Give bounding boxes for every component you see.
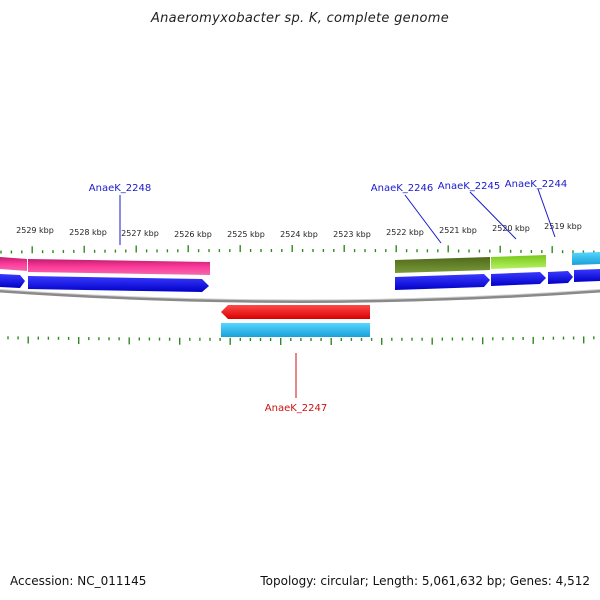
gene-anaek-2247: [221, 323, 370, 337]
label-anaek-2244: AnaeK_2244: [505, 179, 567, 190]
scale-label: 2528 kbp: [69, 228, 107, 237]
cds-arrow-anaek-2247: [221, 305, 370, 319]
scale-label: 2522 kbp: [386, 228, 424, 237]
cds-arrow-anaek-2244: [574, 269, 600, 282]
cds-arrow-2: [548, 271, 573, 284]
gene-anaek-2244: [572, 252, 600, 265]
label-anaek-2246: AnaeK_2246: [371, 183, 433, 194]
genome-summary-text: Topology: circular; Length: 5,061,632 bp…: [260, 574, 590, 588]
label-anaek-2245: AnaeK_2245: [438, 181, 500, 192]
scale-label: 2519 kbp: [544, 222, 582, 231]
scale-label: 2521 kbp: [439, 226, 477, 235]
genome-backbone-highlight: [0, 289, 600, 301]
scale-label: 2523 kbp: [333, 230, 371, 239]
gene-anaek-2245: [491, 255, 546, 269]
gene-anaek-2246: [395, 257, 490, 273]
gene-magenta-left-part: [0, 257, 27, 271]
genome-backbone: [0, 289, 600, 303]
scale-label: 2525 kbp: [227, 230, 265, 239]
cds-arrow-left-part: [0, 274, 25, 288]
upper-tick-row: [0, 245, 595, 254]
gene-anaek-2248: [28, 259, 210, 275]
cds-arrow-anaek-2246: [395, 274, 490, 290]
gene-label-leaders: [119, 188, 556, 398]
scale-label: 2527 kbp: [121, 229, 159, 238]
scale-labels: 2529 kbp 2528 kbp 2527 kbp 2526 kbp 2525 kbp…: [16, 222, 582, 239]
leader-anaek-2246: [404, 194, 442, 244]
scale-label: 2526 kbp: [174, 230, 212, 239]
accession-text: Accession: NC_011145: [10, 574, 147, 588]
label-anaek-2247: AnaeK_2247: [265, 403, 327, 414]
label-anaek-2248: AnaeK_2248: [89, 183, 151, 194]
scale-label: 2520 kbp: [492, 224, 530, 233]
leader-anaek-2245: [469, 191, 517, 240]
map-title: Anaeromyxobacter sp. K, complete genome: [150, 11, 450, 26]
leader-anaek-2244: [537, 188, 556, 238]
cds-arrow-anaek-2245: [491, 272, 546, 286]
cds-arrow-anaek-2248: [28, 276, 209, 292]
scale-label: 2529 kbp: [16, 226, 54, 235]
scale-label: 2524 kbp: [280, 230, 318, 239]
lower-tick-row: [7, 336, 595, 345]
